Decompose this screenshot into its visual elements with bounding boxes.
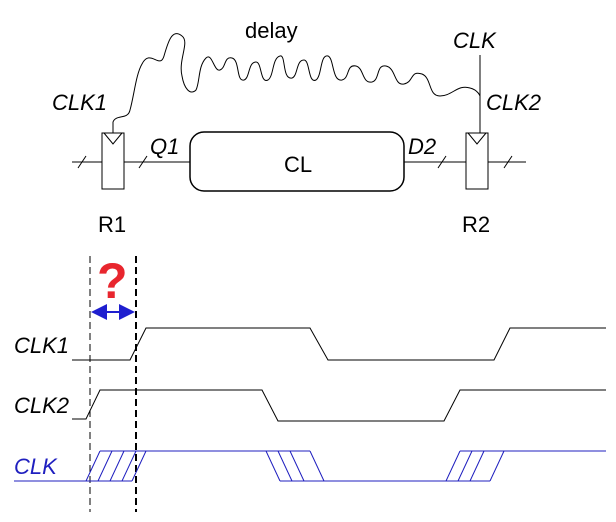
- combinational-logic-label: CL: [284, 152, 312, 177]
- clk-source-label: CLK: [453, 28, 497, 53]
- clk1-label: CLK1: [52, 90, 107, 115]
- register-r2-label: R2: [462, 212, 490, 237]
- clk1-waveform: [72, 327, 606, 361]
- clk-waveform-label: CLK: [14, 454, 58, 479]
- question-mark: ?: [97, 253, 128, 309]
- bus-tick: [77, 155, 87, 169]
- d2-label: D2: [408, 134, 436, 159]
- clk-waveform: [14, 450, 606, 482]
- delay-label: delay: [245, 18, 298, 43]
- bus-tick: [138, 155, 148, 169]
- delay-wire: [112, 33, 481, 133]
- clock-triangle-r2: [467, 132, 487, 145]
- register-r2: [465, 132, 489, 190]
- clk2-waveform-label: CLK2: [14, 393, 69, 418]
- register-r1: [101, 132, 125, 190]
- bus-tick: [437, 155, 447, 169]
- register-r1-label: R1: [98, 212, 126, 237]
- q1-label: Q1: [150, 134, 179, 159]
- clk2-waveform: [72, 389, 606, 422]
- clk2-label: CLK2: [486, 90, 541, 115]
- bus-tick: [503, 155, 513, 169]
- clk1-waveform-label: CLK1: [14, 333, 69, 358]
- combinational-logic-block: [189, 131, 405, 192]
- clock-triangle-r1: [103, 132, 123, 145]
